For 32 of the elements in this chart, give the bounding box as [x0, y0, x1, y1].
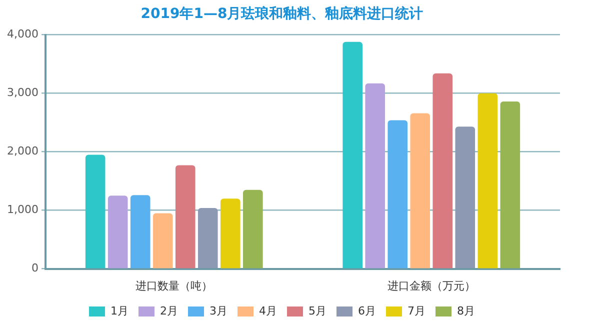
bar	[198, 208, 218, 268]
y-tick-label: 2,000	[6, 144, 38, 158]
legend-label: 7月	[407, 304, 426, 318]
x-tick-label: 进口金额（万元）	[387, 279, 476, 292]
legend-label: 8月	[456, 304, 475, 318]
legend-label: 3月	[210, 304, 228, 318]
bar	[342, 42, 362, 268]
bar	[410, 113, 430, 268]
x-tick-label: 进口数量（吨）	[136, 279, 213, 292]
bar	[455, 126, 476, 268]
y-tick-label: 1,000	[6, 203, 38, 216]
bar	[175, 165, 196, 268]
y-tick-label: 0	[31, 262, 38, 275]
bar	[478, 93, 498, 268]
y-tick-label: 3,000	[6, 86, 38, 100]
legend-label: 2月	[160, 304, 178, 318]
legend-label: 1月	[110, 304, 129, 318]
chart-title: 2019年1—8月珐琅和釉料、釉底料进口统计	[140, 5, 424, 22]
legend-label: 4月	[259, 304, 277, 318]
bar	[130, 195, 150, 268]
bar	[243, 190, 263, 268]
bar	[152, 213, 173, 268]
legend-label: 5月	[308, 304, 326, 318]
bar	[220, 198, 240, 268]
legend-label: 6月	[358, 304, 376, 318]
bar	[500, 101, 520, 268]
bar	[85, 154, 106, 268]
bar	[388, 120, 408, 268]
bar	[365, 83, 386, 268]
bar	[108, 196, 128, 268]
y-tick-label: 4,000	[6, 28, 38, 41]
bar	[432, 73, 453, 268]
